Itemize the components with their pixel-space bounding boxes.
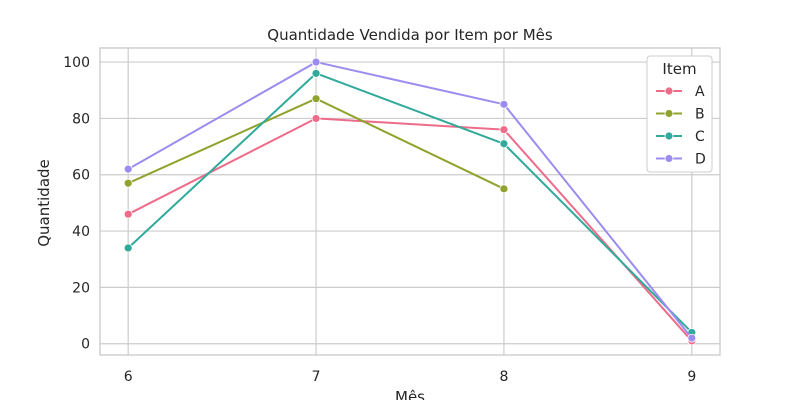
series-line-d (127, 61, 693, 339)
y-tick-label: 60 (72, 168, 90, 184)
data-point-d (123, 164, 133, 174)
y-tick-labels: 0 20 40 60 80 100 (63, 55, 90, 353)
series-b (123, 94, 509, 194)
plot-frame (99, 47, 721, 356)
data-point-c (123, 243, 133, 253)
series-d (123, 57, 697, 343)
series-line-c (127, 72, 693, 334)
y-axis-label: Quantidade (35, 159, 53, 247)
data-point-a (499, 125, 509, 135)
y-tick-label: 0 (81, 337, 90, 353)
data-point-d (499, 99, 509, 109)
y-tick-label: 80 (72, 111, 90, 127)
x-tick-label: 9 (687, 369, 696, 385)
legend-entry: B (656, 107, 705, 123)
legend-label: D (695, 152, 706, 168)
grid (100, 48, 720, 355)
series-layer (123, 57, 697, 346)
x-tick-label: 7 (312, 369, 321, 385)
data-point-b (499, 184, 509, 194)
legend-label: A (695, 84, 705, 100)
legend-title: Item (662, 60, 696, 78)
data-point-d (311, 57, 321, 67)
data-point-c (311, 68, 321, 78)
legend-marker (664, 131, 674, 141)
x-tick-label: 8 (499, 369, 508, 385)
x-tick-label: 6 (124, 369, 133, 385)
x-axis-label: Mês (395, 388, 425, 400)
legend-entry: C (656, 129, 705, 145)
legend-label: B (695, 107, 705, 123)
data-point-b (311, 94, 321, 104)
data-point-b (123, 178, 133, 188)
y-tick-label: 20 (72, 280, 90, 296)
legend-entry: D (656, 152, 706, 168)
y-tick-label: 40 (72, 224, 90, 240)
legend-marker (664, 154, 674, 163)
chart-title: Quantidade Vendida por Item por Mês (267, 26, 553, 44)
legend-marker (664, 109, 674, 118)
legend-label: C (695, 129, 705, 145)
data-point-a (311, 114, 321, 123)
data-point-c (499, 139, 509, 149)
series-line-a (127, 117, 693, 342)
series-a (123, 114, 697, 346)
data-point-a (123, 209, 133, 219)
y-tick-label: 100 (63, 55, 90, 71)
series-c (123, 68, 697, 337)
legend-marker (664, 86, 674, 96)
data-point-d (687, 333, 697, 343)
legend-entry: A (656, 84, 705, 100)
x-tick-labels: 6 7 8 9 (124, 369, 697, 385)
